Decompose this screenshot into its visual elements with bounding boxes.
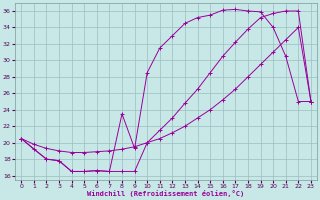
X-axis label: Windchill (Refroidissement éolien,°C): Windchill (Refroidissement éolien,°C) <box>87 190 245 197</box>
